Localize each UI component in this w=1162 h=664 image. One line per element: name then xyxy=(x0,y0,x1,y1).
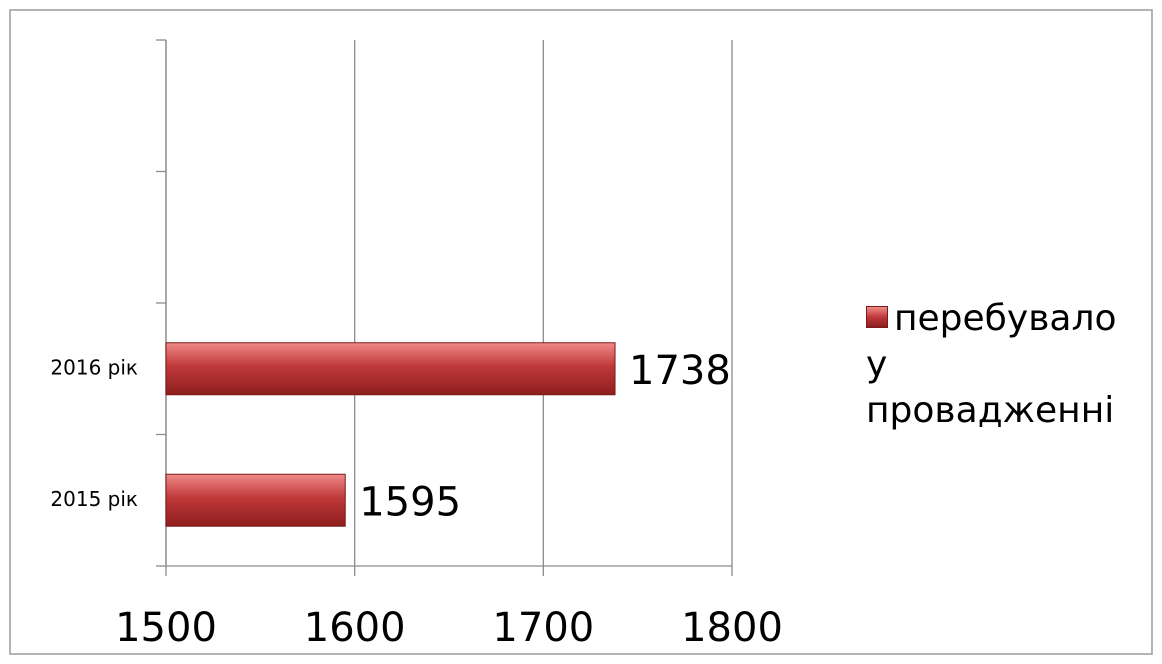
y-tick-label: 2015 рік xyxy=(50,487,138,511)
x-tick-label: 1500 xyxy=(115,605,217,651)
data-label: 1738 xyxy=(629,348,731,394)
y-tick-label: 2016 рік xyxy=(50,355,138,379)
data-label: 1595 xyxy=(359,479,461,525)
frame xyxy=(9,9,1153,655)
x-tick-label: 1600 xyxy=(304,605,406,651)
x-tick-label: 1800 xyxy=(681,605,783,651)
bar xyxy=(165,473,346,527)
legend-label: перебувало у провадженні xyxy=(866,298,1117,431)
bar xyxy=(165,342,616,396)
x-tick-label: 1700 xyxy=(492,605,594,651)
legend-swatch xyxy=(866,306,888,328)
legend: перебувало у провадженні xyxy=(866,296,1146,434)
